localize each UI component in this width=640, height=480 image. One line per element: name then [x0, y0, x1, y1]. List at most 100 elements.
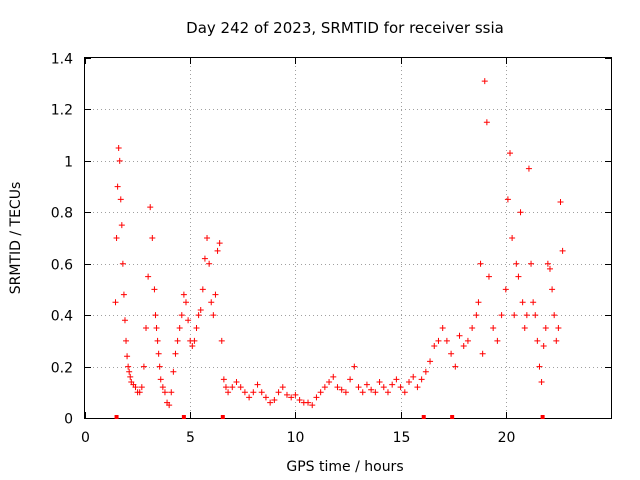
data-point [494, 337, 501, 344]
gap-marker [540, 415, 545, 419]
y-tick-label: 0 [64, 412, 73, 428]
data-point [334, 384, 341, 391]
data-point [116, 157, 123, 164]
data-point [115, 145, 122, 151]
data-point [401, 389, 408, 396]
data-point [513, 260, 520, 267]
data-point [120, 291, 127, 298]
y-tick-label: 1.4 [51, 52, 73, 68]
data-point [159, 384, 166, 391]
x-tick-label: 5 [186, 430, 195, 446]
data-point [153, 325, 160, 331]
data-point [431, 343, 438, 349]
data-point [464, 337, 471, 344]
data-point [509, 235, 516, 241]
data-point [540, 343, 547, 349]
data-point [118, 222, 125, 229]
grid [85, 58, 611, 418]
data-point [220, 376, 227, 383]
data-point [170, 368, 177, 375]
data-point [157, 376, 164, 383]
data-point [397, 384, 404, 391]
data-point [368, 386, 375, 393]
gap-marker [450, 415, 455, 419]
data-point [136, 389, 143, 396]
data-point [557, 199, 564, 205]
axis-ticks [85, 58, 611, 419]
data-point [174, 337, 181, 344]
data-point [143, 325, 150, 331]
data-point [326, 379, 333, 385]
data-point [483, 119, 490, 126]
data-point [127, 373, 134, 380]
data-point [338, 386, 345, 393]
data-point [469, 325, 476, 331]
data-points [112, 78, 566, 409]
data-point [182, 299, 189, 306]
data-point [233, 379, 240, 385]
data-point [132, 384, 139, 391]
data-point [330, 373, 337, 380]
data-point [125, 363, 132, 370]
data-point [168, 389, 175, 396]
data-point [172, 350, 179, 357]
data-point [406, 379, 413, 385]
x-tick-label: 15 [393, 430, 411, 446]
data-point [114, 183, 121, 190]
data-point [246, 394, 253, 401]
data-point [517, 209, 524, 216]
data-point [439, 325, 446, 331]
data-point [363, 381, 370, 388]
data-point [309, 402, 316, 409]
data-point [479, 350, 486, 357]
data-point [250, 389, 257, 396]
data-point [313, 394, 320, 401]
y-tick-label: 1 [64, 155, 73, 171]
data-point [525, 165, 532, 172]
x-tick-label: 20 [498, 430, 516, 446]
data-point [267, 399, 274, 406]
data-point [241, 389, 248, 396]
data-point [380, 384, 387, 391]
data-point [443, 337, 450, 344]
data-point [258, 389, 265, 396]
data-point [117, 196, 124, 203]
data-point [504, 196, 511, 203]
x-tick-label: 0 [81, 430, 90, 446]
plot-frame [84, 57, 612, 419]
data-point [551, 312, 558, 319]
data-point [180, 291, 187, 298]
data-point [229, 384, 236, 391]
data-point [206, 260, 213, 267]
data-point [145, 273, 152, 280]
data-point [498, 312, 505, 319]
data-point [528, 260, 535, 267]
data-point [523, 312, 530, 319]
data-point [317, 389, 324, 396]
y-tick-label: 1.2 [51, 103, 73, 119]
data-point [152, 312, 159, 319]
data-point [359, 389, 366, 396]
data-point [477, 260, 484, 267]
data-point [355, 384, 362, 391]
data-point [536, 363, 543, 370]
data-point [178, 312, 185, 319]
data-point [271, 397, 278, 403]
data-point [176, 325, 183, 331]
data-point [460, 343, 467, 349]
data-point [532, 312, 539, 319]
y-tick-label: 0.8 [51, 206, 73, 222]
data-point [530, 299, 537, 306]
data-point [389, 381, 396, 388]
data-point [372, 389, 379, 396]
data-point [427, 358, 434, 365]
gap-markers [114, 415, 545, 419]
data-point [185, 317, 192, 324]
data-point [126, 368, 133, 375]
data-point [138, 384, 145, 391]
data-point [542, 325, 549, 331]
chart-title: Day 242 of 2023, SRMTID for receiver ssi… [186, 19, 504, 37]
data-point [448, 350, 455, 357]
data-point [214, 247, 221, 254]
data-point [452, 363, 459, 370]
